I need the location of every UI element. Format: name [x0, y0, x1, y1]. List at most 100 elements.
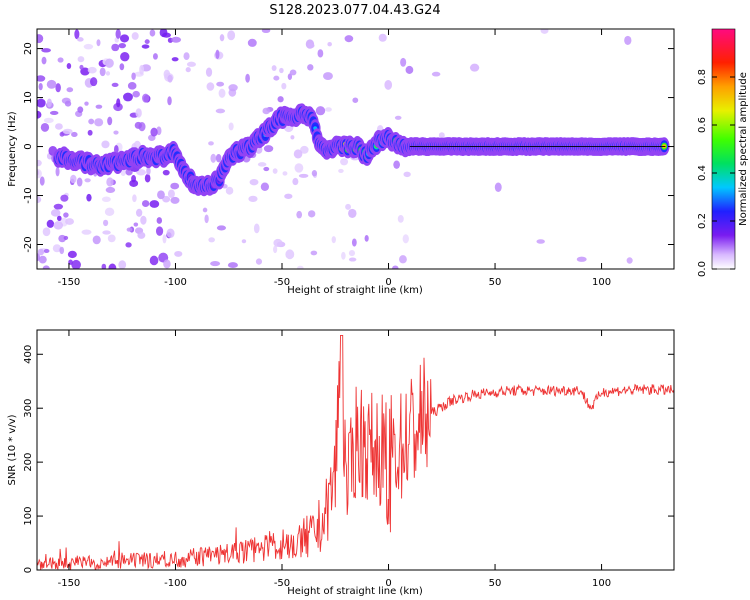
spectrogram-noise-cell — [38, 82, 43, 91]
spectrogram-noise-cell — [155, 226, 164, 236]
spectrogram-noise-cell — [83, 43, 94, 50]
spectrogram-noise-cell — [37, 34, 44, 44]
spectrogram-noise-cell — [186, 61, 196, 67]
colorbar-gradient — [711, 28, 736, 270]
spectrogram-noise-cell — [307, 43, 315, 49]
spectrogram-noise-cell — [167, 74, 173, 83]
spectrogram-noise-cell — [71, 259, 81, 269]
snr-x-tick-label: 50 — [489, 578, 502, 589]
spectrogram-noise-cell — [162, 169, 170, 176]
spectrogram-noise-cell — [40, 123, 50, 132]
snr-y-tick-label: 200 — [23, 453, 34, 472]
spectrogram-noise-cell — [344, 35, 354, 43]
spectrogram-noise-cell — [394, 115, 402, 120]
snr-x-tick-label: -150 — [58, 578, 81, 589]
spectrogram-x-tick-label: 50 — [489, 277, 502, 288]
spectrogram-noise-cell — [92, 235, 101, 245]
spectrogram-noise-cell — [37, 75, 46, 82]
spectrogram-noise-cell — [228, 122, 234, 131]
spectrogram-noise-cell — [41, 56, 47, 65]
spectrogram-noise-cell — [123, 92, 133, 102]
spectrogram-noise-cell — [76, 177, 83, 187]
spectrogram-noise-cell — [103, 219, 109, 227]
snr-frame — [36, 329, 675, 571]
spectrogram-noise-cell — [37, 195, 42, 204]
spectrogram-noise-cell — [87, 129, 93, 136]
spectrogram-noise-cell — [626, 257, 633, 264]
colorbar-tick-label: 0.6 — [697, 117, 708, 133]
spectrogram-noise-cell — [101, 263, 107, 269]
spectrogram-noise-cell — [281, 82, 287, 90]
spectrogram-noise-cell — [52, 244, 62, 253]
spectrogram-noise-cell — [42, 265, 50, 269]
spectrogram-noise-cell — [210, 153, 217, 163]
spectrogram-noise-cell — [228, 84, 238, 92]
spectrogram-frame — [36, 28, 675, 270]
spectrogram-noise-cell — [120, 51, 130, 62]
spectrogram-x-tick-label: -50 — [274, 277, 290, 288]
spectrogram-noise-cell — [62, 128, 73, 135]
spectrogram-noise-cell — [129, 179, 139, 187]
spectrogram-noise-cell — [84, 101, 89, 106]
spectrogram-noise-cell — [261, 29, 271, 34]
spectrogram-noise-cell — [104, 207, 115, 217]
spectrogram-noise-cell — [84, 178, 91, 183]
snr-y-tick-label: 100 — [23, 507, 34, 526]
spectrogram-noise-cell — [137, 231, 146, 239]
spectrogram-noise-cell — [42, 227, 51, 237]
spectrogram-noise-cell — [298, 173, 309, 178]
spectrogram-noise-cell — [364, 235, 369, 242]
spectrogram-noise-cell — [46, 98, 52, 108]
spectrogram-noise-cell — [57, 57, 64, 63]
spectrogram-noise-cell — [348, 257, 357, 262]
spectrogram-noise-cell — [405, 65, 414, 74]
spectrogram-noise-cell — [67, 250, 77, 259]
spectrogram-noise-cell — [311, 170, 318, 177]
spectrogram-noise-cell — [149, 29, 156, 37]
spectrogram-noise-cell — [392, 265, 399, 269]
spectrogram-noise-cell — [438, 132, 445, 139]
spectrogram-noise-cell — [65, 218, 74, 225]
spectrogram-noise-cell — [257, 162, 267, 167]
spectrogram-noise-cell — [113, 130, 119, 135]
spectrogram-noise-cell — [115, 29, 121, 39]
spectrogram-noise-cell — [49, 110, 59, 116]
spectrogram-noise-cell — [279, 67, 284, 74]
spectrogram-noise-cell — [624, 35, 632, 45]
spectrogram-noise-cell — [293, 149, 303, 159]
spectrogram-noise-cell — [55, 83, 61, 93]
snr-x-tick-label: -100 — [164, 578, 187, 589]
spectrogram-noise-cell — [296, 210, 303, 219]
snr-y-tick-label: 400 — [23, 345, 34, 364]
spectrogram-noise-cell — [144, 39, 150, 44]
spectrogram-noise-cell — [576, 256, 587, 262]
spectrogram-noise-cell — [341, 251, 346, 260]
spectrogram-noise-cell — [170, 196, 180, 204]
spectrogram-noise-cell — [162, 195, 171, 203]
spectrogram-noise-cell — [285, 249, 295, 260]
colorbar-tick-label: 0.0 — [697, 261, 708, 277]
spectrogram-noise-cell — [310, 250, 318, 256]
spectrogram-noise-cell — [156, 217, 163, 224]
spectrogram-noise-cell — [37, 159, 42, 167]
spectrogram-noise-cell — [348, 250, 356, 257]
spectrogram-noise-cell — [102, 230, 111, 235]
spectrogram-noise-cell — [540, 29, 549, 34]
spectrogram-noise-cell — [37, 98, 46, 108]
spectrogram-noise-cell — [119, 34, 130, 43]
spectrogram-y-tick-label: 20 — [23, 42, 34, 55]
spectrogram-noise-cell — [215, 154, 222, 163]
spectrogram-noise-cell — [41, 48, 51, 53]
spectrogram-noise-cell — [253, 223, 260, 234]
spectrogram-noise-cell — [273, 238, 283, 247]
spectrogram-noise-cell — [131, 72, 136, 80]
spectrogram-noise-cell — [208, 141, 214, 146]
spectrogram-noise-cell — [127, 81, 137, 90]
spectrogram-noise-cell — [119, 63, 125, 71]
colorbar-ticks: 0.0 0.2 0.4 0.6 0.8 — [697, 69, 735, 277]
spectrogram-noise-cell — [300, 145, 309, 154]
spectrogram-noise-cell — [206, 82, 215, 91]
spectrogram-noise-cell — [106, 177, 114, 187]
spectrogram-noise-cell — [94, 118, 104, 127]
